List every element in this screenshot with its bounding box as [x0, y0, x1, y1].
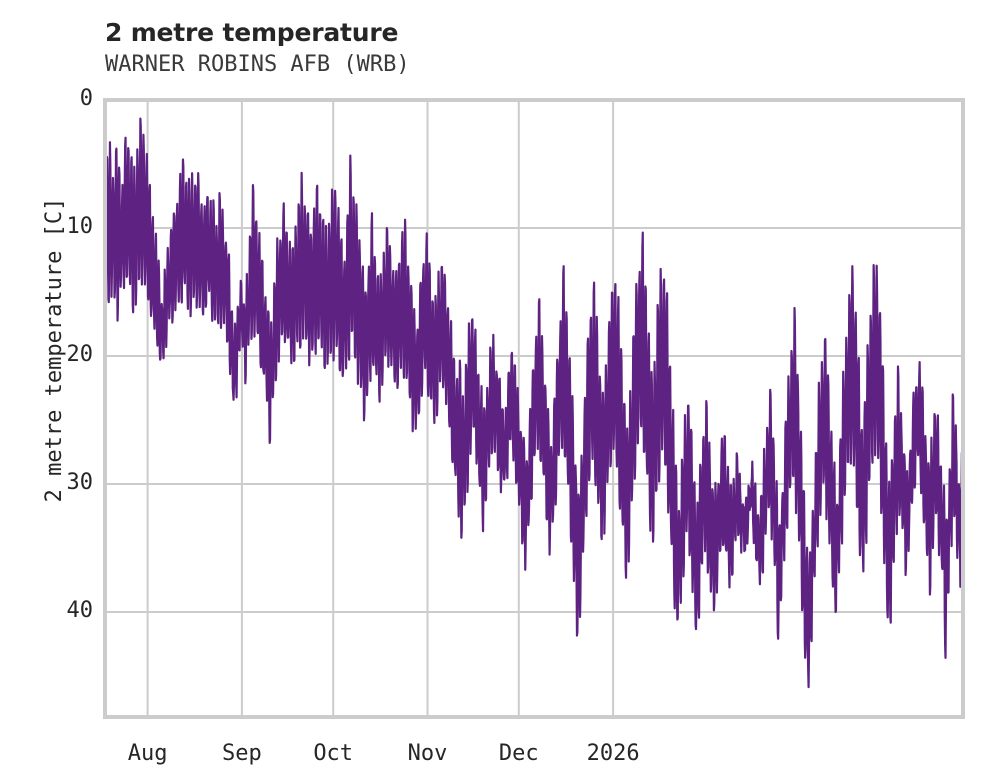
y-tick-label: 20 [66, 342, 94, 368]
chart-title: 2 metre temperature [105, 18, 399, 47]
y-tick-label: 0 [79, 86, 93, 111]
x-tick-sep: Sep [222, 741, 262, 766]
temperature-line [107, 117, 961, 689]
plot-border [103, 98, 965, 719]
gridlines [105, 100, 963, 717]
y-tick-label: 10 [66, 214, 94, 239]
x-tick-dec: Dec [498, 741, 539, 766]
chart-subtitle: WARNER ROBINS AFB (WRB) [105, 52, 410, 77]
y-tick-label: 40 [66, 598, 94, 624]
x-tick-oct: Oct [313, 741, 354, 766]
x-tick-aug: Aug [127, 741, 168, 766]
y-tick-label: 30 [66, 470, 94, 496]
x-tick-nov: Nov [407, 741, 448, 766]
x-tick-2026: 2026 [586, 741, 640, 766]
